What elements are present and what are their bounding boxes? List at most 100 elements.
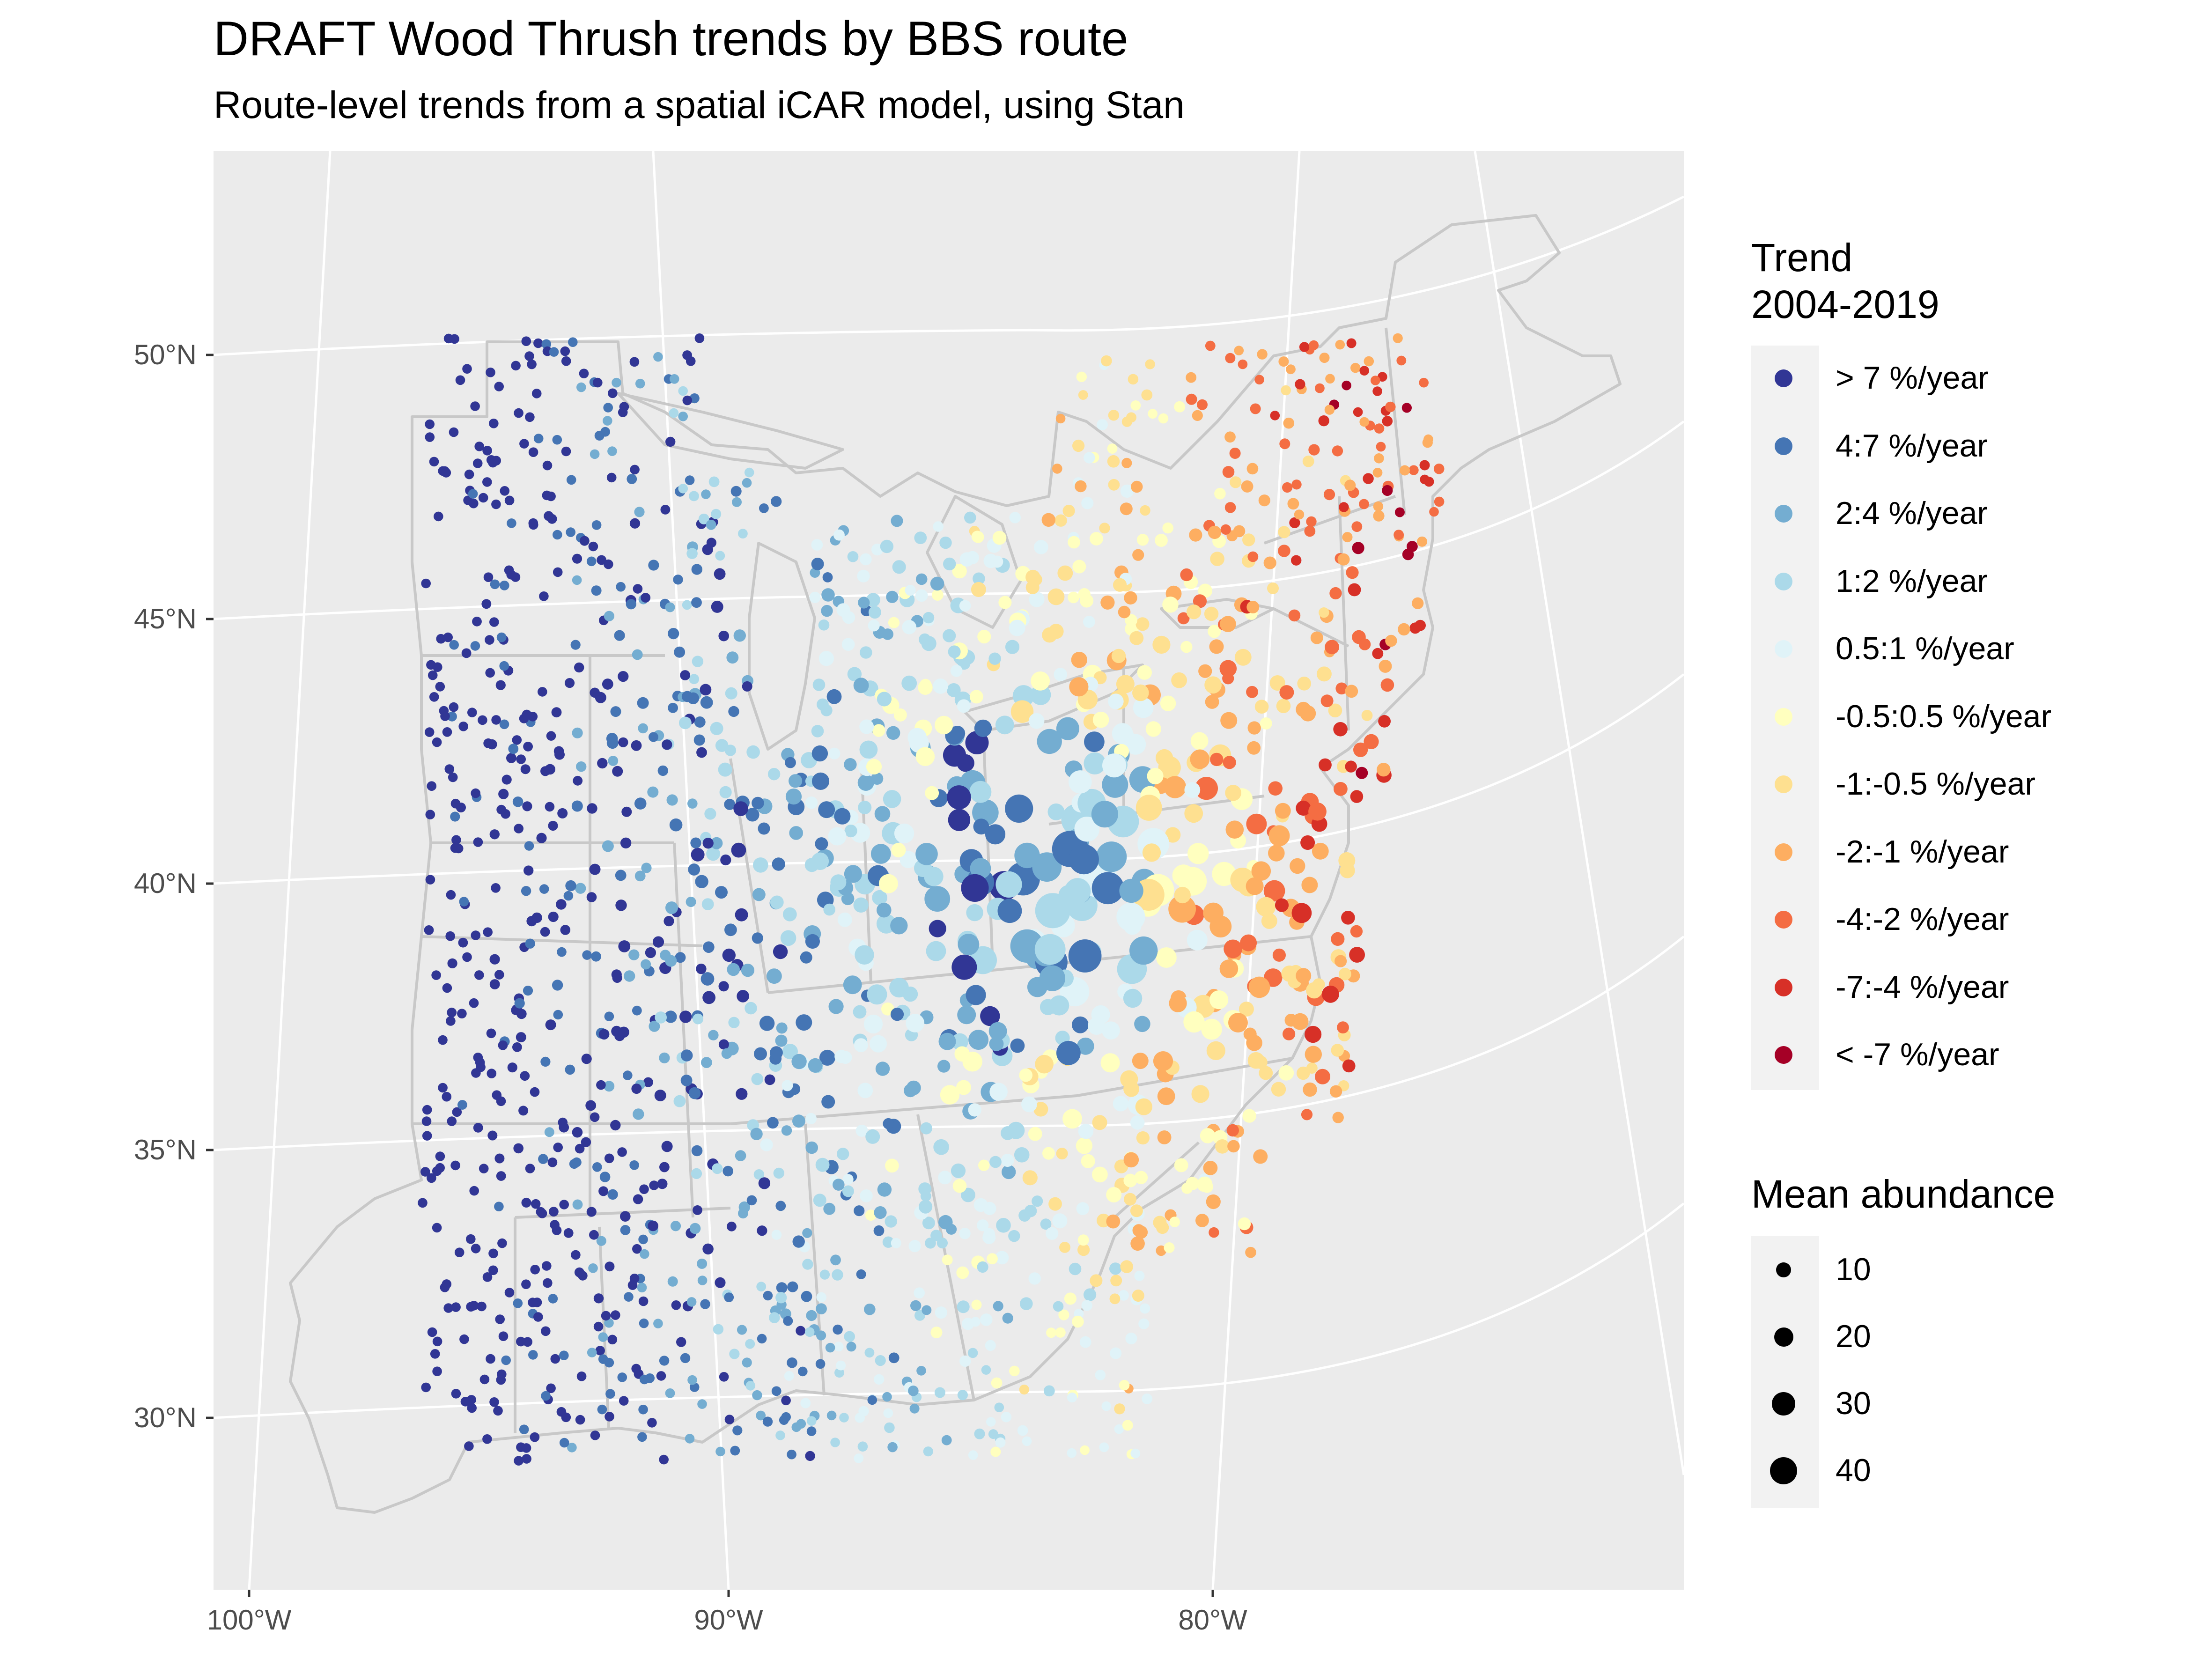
route-point bbox=[490, 579, 500, 590]
route-point bbox=[792, 1114, 805, 1128]
route-point bbox=[1120, 1260, 1133, 1273]
route-point bbox=[1278, 356, 1289, 367]
route-point bbox=[429, 457, 439, 467]
route-point bbox=[874, 1374, 885, 1385]
route-point bbox=[932, 589, 944, 601]
route-point bbox=[1029, 591, 1045, 607]
route-point bbox=[587, 1348, 597, 1357]
route-point bbox=[1312, 978, 1325, 991]
route-point bbox=[1189, 528, 1202, 542]
route-point bbox=[528, 518, 538, 528]
route-point bbox=[1229, 448, 1241, 459]
route-point bbox=[586, 1207, 597, 1217]
route-point bbox=[678, 386, 688, 396]
route-point bbox=[1325, 640, 1340, 655]
route-point bbox=[598, 1332, 608, 1342]
route-point bbox=[1134, 1016, 1150, 1032]
route-point bbox=[1067, 1392, 1077, 1403]
route-point bbox=[977, 630, 991, 644]
route-point bbox=[925, 1238, 936, 1249]
route-point bbox=[888, 617, 900, 628]
route-point bbox=[1099, 523, 1110, 534]
route-point bbox=[1005, 640, 1020, 654]
route-point bbox=[572, 1127, 583, 1138]
route-point bbox=[1272, 948, 1286, 962]
route-point bbox=[603, 416, 612, 426]
route-point bbox=[576, 761, 587, 772]
route-point bbox=[801, 1290, 812, 1302]
route-point bbox=[557, 947, 567, 957]
route-point bbox=[589, 1230, 599, 1240]
route-point bbox=[1056, 1040, 1081, 1065]
route-point bbox=[464, 1441, 474, 1451]
route-point bbox=[1114, 1403, 1125, 1415]
great-lakes-superior bbox=[617, 392, 844, 470]
route-point bbox=[770, 1046, 783, 1060]
route-point bbox=[870, 1035, 887, 1053]
route-point bbox=[422, 1105, 432, 1115]
route-point bbox=[1120, 502, 1133, 516]
route-point bbox=[508, 744, 519, 754]
route-point bbox=[618, 671, 629, 682]
route-point bbox=[688, 863, 700, 876]
route-point bbox=[533, 434, 544, 443]
route-point bbox=[467, 708, 477, 717]
route-point bbox=[1081, 497, 1094, 509]
route-point bbox=[689, 491, 699, 501]
route-point bbox=[482, 1272, 493, 1282]
route-point bbox=[1329, 587, 1342, 600]
route-point bbox=[1377, 763, 1391, 777]
abundance-legend-swatch bbox=[1774, 1327, 1793, 1347]
route-point bbox=[1224, 502, 1236, 513]
route-point bbox=[771, 1230, 782, 1240]
route-point bbox=[516, 1336, 526, 1347]
route-point bbox=[1130, 400, 1141, 411]
route-point bbox=[1102, 1021, 1120, 1040]
route-point bbox=[796, 1326, 806, 1336]
route-point bbox=[1047, 588, 1065, 605]
route-point bbox=[1400, 465, 1410, 476]
route-point bbox=[516, 754, 526, 764]
route-point bbox=[1379, 659, 1392, 673]
route-point bbox=[811, 725, 824, 737]
route-point bbox=[1119, 1379, 1130, 1391]
route-point bbox=[1263, 556, 1276, 569]
route-point bbox=[891, 1238, 901, 1248]
route-point bbox=[1364, 734, 1379, 749]
route-point bbox=[1017, 1425, 1028, 1436]
route-point bbox=[909, 1403, 920, 1414]
route-point bbox=[546, 491, 556, 501]
route-point bbox=[1373, 510, 1385, 522]
route-point bbox=[792, 1235, 805, 1248]
route-point bbox=[500, 486, 510, 496]
route-point bbox=[631, 1084, 642, 1094]
route-point bbox=[496, 1375, 506, 1385]
route-point bbox=[735, 1150, 746, 1161]
route-point bbox=[450, 1160, 460, 1171]
route-point bbox=[784, 1371, 794, 1381]
route-point bbox=[483, 572, 494, 582]
route-point bbox=[526, 916, 537, 927]
route-point bbox=[1210, 552, 1224, 566]
route-point bbox=[1275, 898, 1289, 912]
route-point bbox=[593, 1293, 604, 1304]
route-point bbox=[1132, 1290, 1144, 1302]
route-point bbox=[1246, 463, 1259, 475]
route-point bbox=[667, 1276, 678, 1287]
route-point bbox=[1315, 1069, 1330, 1084]
route-point bbox=[1254, 375, 1264, 385]
route-point bbox=[618, 1026, 629, 1038]
route-point bbox=[1372, 468, 1383, 478]
route-point bbox=[800, 951, 812, 964]
route-point bbox=[1102, 771, 1128, 798]
route-point bbox=[494, 1153, 505, 1164]
route-point bbox=[1072, 1315, 1084, 1328]
chart-subtitle: Route-level trends from a spatial iCAR m… bbox=[214, 84, 1185, 126]
route-point bbox=[804, 858, 819, 872]
route-point bbox=[1134, 1270, 1145, 1281]
route-point bbox=[781, 1125, 792, 1136]
route-point bbox=[638, 723, 648, 734]
route-point bbox=[1346, 338, 1357, 348]
route-point bbox=[1135, 1225, 1148, 1239]
route-point bbox=[1040, 999, 1056, 1015]
